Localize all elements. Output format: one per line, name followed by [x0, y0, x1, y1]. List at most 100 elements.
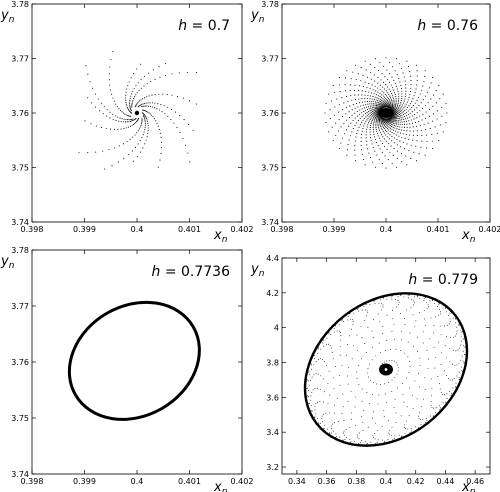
data-point	[95, 125, 97, 127]
data-point	[395, 108, 397, 110]
data-point	[431, 406, 433, 408]
data-point	[417, 351, 419, 353]
data-point	[428, 115, 431, 117]
data-point	[140, 123, 142, 125]
data-point	[147, 121, 149, 123]
data-point	[383, 124, 386, 126]
data-point	[405, 155, 407, 157]
data-point	[328, 412, 330, 414]
data-point	[377, 106, 379, 108]
data-point	[386, 99, 388, 101]
data-point	[379, 352, 381, 354]
data-point	[326, 337, 328, 339]
x-tick-label: 0.398	[21, 477, 44, 486]
data-point	[424, 388, 426, 390]
data-point	[118, 145, 120, 147]
data-point	[371, 113, 373, 115]
data-point	[348, 125, 350, 127]
data-point	[416, 107, 418, 109]
data-point	[430, 400, 432, 402]
data-point	[132, 90, 134, 92]
data-point	[412, 134, 414, 136]
data-point	[342, 439, 344, 441]
data-point	[396, 58, 398, 60]
data-point	[145, 139, 147, 141]
data-point	[389, 119, 391, 121]
data-point	[442, 307, 444, 309]
data-point	[359, 102, 361, 104]
data-point	[370, 111, 372, 113]
data-point	[328, 331, 330, 333]
data-point	[380, 118, 382, 120]
data-point	[386, 124, 388, 126]
data-point	[130, 77, 132, 79]
data-point	[370, 137, 372, 139]
data-point	[106, 109, 108, 111]
data-point	[395, 130, 397, 132]
data-point	[305, 387, 307, 389]
data-point	[346, 119, 348, 121]
data-point	[369, 134, 371, 136]
data-point	[426, 308, 428, 310]
data-point	[141, 121, 143, 123]
data-point	[401, 339, 403, 341]
data-point	[410, 144, 412, 146]
data-point	[144, 105, 146, 107]
data-point	[411, 111, 413, 113]
data-point	[372, 394, 374, 395]
data-point	[341, 320, 343, 321]
data-point	[374, 105, 376, 107]
data-point	[176, 95, 179, 97]
data-point	[375, 127, 377, 129]
data-point	[392, 66, 394, 68]
data-point	[405, 108, 407, 110]
data-point	[361, 358, 362, 360]
plot-frame	[31, 249, 243, 475]
data-point	[461, 355, 463, 357]
data-point	[386, 69, 388, 71]
data-point	[387, 101, 389, 103]
data-point	[328, 432, 330, 434]
data-point	[109, 111, 111, 113]
data-point	[392, 122, 395, 124]
data-point	[151, 102, 153, 104]
data-point	[370, 379, 371, 381]
data-point	[124, 121, 127, 123]
data-point	[390, 102, 392, 105]
data-point	[131, 104, 133, 106]
data-point	[383, 103, 385, 105]
data-point	[368, 376, 369, 378]
data-point	[136, 68, 138, 70]
data-point	[377, 121, 379, 123]
data-point	[373, 101, 375, 103]
data-point	[103, 106, 105, 108]
data-point	[374, 85, 376, 88]
data-point	[322, 401, 324, 403]
data-point	[394, 82, 396, 84]
data-point	[402, 133, 404, 135]
data-point	[139, 151, 141, 153]
data-point	[336, 330, 338, 332]
data-point	[316, 401, 318, 403]
data-point	[397, 116, 399, 118]
data-point	[125, 97, 127, 99]
data-point	[118, 120, 120, 122]
data-point	[412, 394, 413, 396]
data-point	[399, 132, 401, 134]
data-point	[385, 122, 387, 124]
data-point	[363, 306, 365, 308]
data-point	[399, 81, 401, 83]
y-tick-label: 4.4	[266, 254, 279, 263]
data-point	[409, 94, 411, 96]
data-point	[354, 94, 356, 96]
data-point	[380, 119, 382, 121]
data-point	[140, 79, 142, 81]
data-point	[332, 377, 334, 379]
data-point	[445, 357, 447, 359]
data-point	[159, 132, 161, 134]
data-point	[372, 337, 374, 339]
data-point	[357, 119, 360, 122]
data-point	[323, 361, 325, 363]
data-point	[376, 383, 378, 385]
